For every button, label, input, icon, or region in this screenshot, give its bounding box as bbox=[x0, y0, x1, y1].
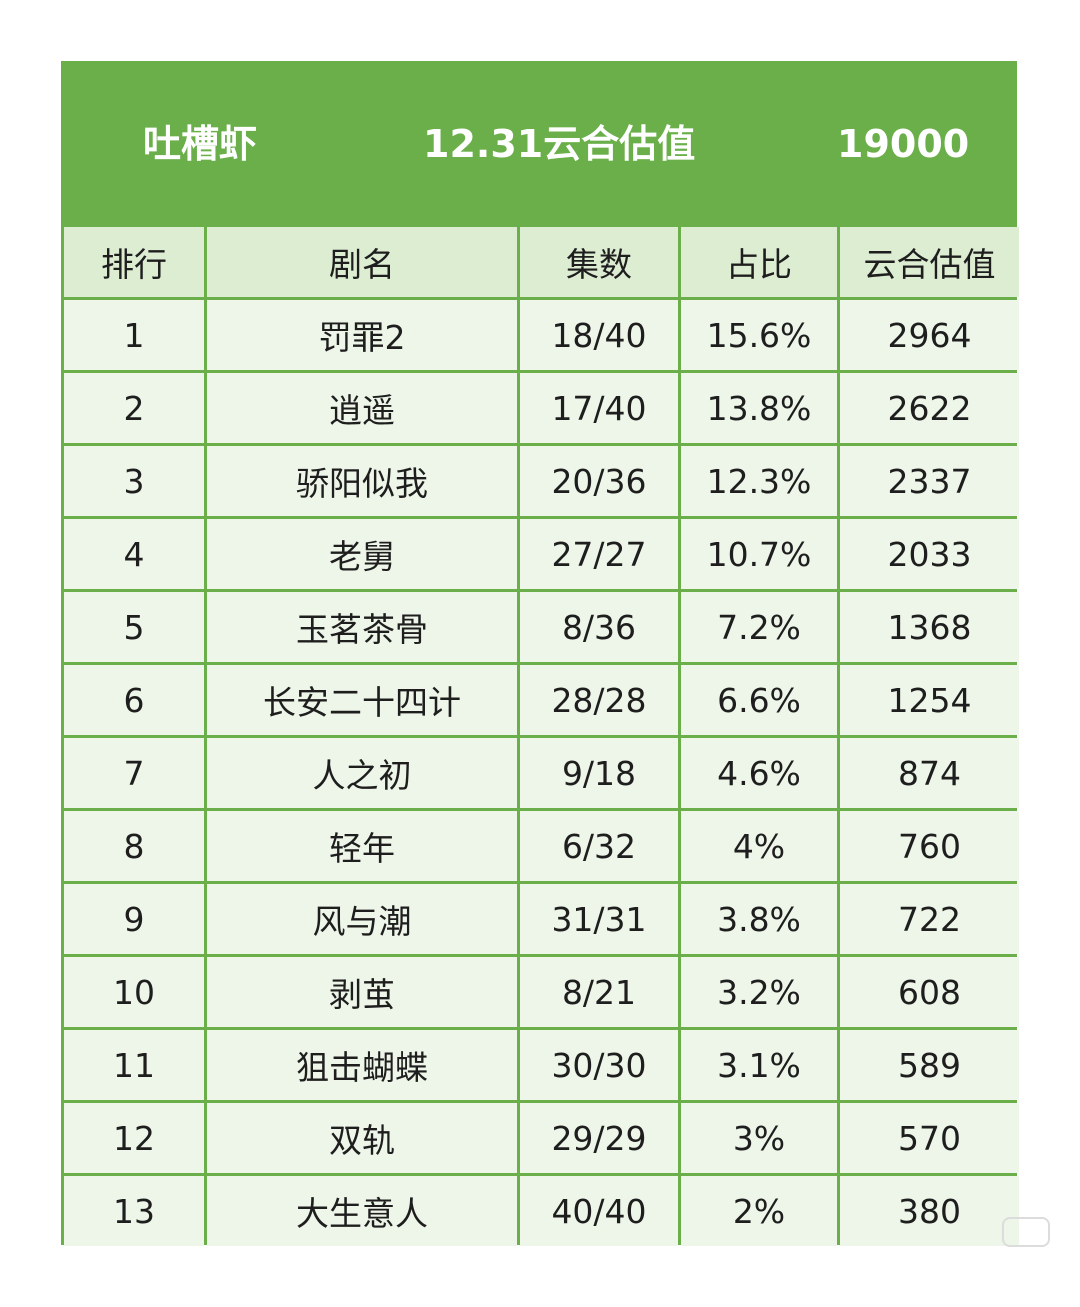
table-cell-drama-name: 风与潮 bbox=[207, 884, 517, 954]
table-cell-share: 3.8% bbox=[681, 884, 837, 954]
table-cell-share: 4.6% bbox=[681, 738, 837, 808]
table-cell-rank: 9 bbox=[64, 884, 204, 954]
column-header-rank: 排行 bbox=[64, 227, 204, 297]
table-cell-value: 2033 bbox=[840, 519, 1019, 589]
table-cell-value: 2622 bbox=[840, 373, 1019, 443]
table-cell-drama-name: 长安二十四计 bbox=[207, 665, 517, 735]
table-cell-rank: 7 bbox=[64, 738, 204, 808]
table-cell-share: 3.1% bbox=[681, 1030, 837, 1100]
ranking-table: 排行 剧名 集数 占比 云合估值 1 罚罪2 18/40 15.6% 2964 2 逍遥 17… bbox=[64, 227, 1019, 1246]
table-cell-value: 570 bbox=[840, 1103, 1019, 1173]
table-cell-share: 12.3% bbox=[681, 446, 837, 516]
table-cell-share: 7.2% bbox=[681, 592, 837, 662]
table-cell-value: 380 bbox=[840, 1176, 1019, 1246]
column-header-drama-name: 剧名 bbox=[207, 227, 517, 297]
table-cell-rank: 10 bbox=[64, 957, 204, 1027]
table-cell-rank: 12 bbox=[64, 1103, 204, 1173]
table-cell-share: 10.7% bbox=[681, 519, 837, 589]
table-cell-share: 3% bbox=[681, 1103, 837, 1173]
table-cell-share: 13.8% bbox=[681, 373, 837, 443]
table-cell-episodes: 40/40 bbox=[520, 1176, 678, 1246]
table-cell-drama-name: 逍遥 bbox=[207, 373, 517, 443]
table-cell-episodes: 20/36 bbox=[520, 446, 678, 516]
table-cell-rank: 1 bbox=[64, 300, 204, 370]
table-cell-episodes: 8/36 bbox=[520, 592, 678, 662]
table-cell-drama-name: 老舅 bbox=[207, 519, 517, 589]
table-cell-rank: 4 bbox=[64, 519, 204, 589]
ranking-table-card: 吐槽虾 12.31云合估值 19000 排行 剧名 集数 占比 云合估值 1 罚罪… bbox=[61, 61, 1019, 1246]
column-header-share: 占比 bbox=[681, 227, 837, 297]
table-cell-rank: 3 bbox=[64, 446, 204, 516]
column-header-episodes: 集数 bbox=[520, 227, 678, 297]
table-cell-rank: 11 bbox=[64, 1030, 204, 1100]
table-cell-share: 15.6% bbox=[681, 300, 837, 370]
table-cell-share: 6.6% bbox=[681, 665, 837, 735]
table-cell-episodes: 17/40 bbox=[520, 373, 678, 443]
table-cell-value: 589 bbox=[840, 1030, 1019, 1100]
table-cell-value: 2337 bbox=[840, 446, 1019, 516]
table-title: 12.31云合估值 bbox=[423, 122, 696, 166]
table-cell-episodes: 29/29 bbox=[520, 1103, 678, 1173]
table-cell-episodes: 18/40 bbox=[520, 300, 678, 370]
table-cell-episodes: 28/28 bbox=[520, 665, 678, 735]
table-cell-value: 874 bbox=[840, 738, 1019, 808]
table-cell-drama-name: 剥茧 bbox=[207, 957, 517, 1027]
table-cell-value: 760 bbox=[840, 811, 1019, 881]
table-cell-rank: 6 bbox=[64, 665, 204, 735]
table-cell-rank: 13 bbox=[64, 1176, 204, 1246]
table-cell-value: 1254 bbox=[840, 665, 1019, 735]
table-cell-share: 4% bbox=[681, 811, 837, 881]
table-cell-drama-name: 人之初 bbox=[207, 738, 517, 808]
table-cell-share: 2% bbox=[681, 1176, 837, 1246]
table-cell-rank: 5 bbox=[64, 592, 204, 662]
table-cell-value: 608 bbox=[840, 957, 1019, 1027]
platform-name: 吐槽虾 bbox=[143, 122, 258, 166]
table-cell-drama-name: 狙击蝴蝶 bbox=[207, 1030, 517, 1100]
total-value: 19000 bbox=[837, 122, 970, 166]
table-cell-share: 3.2% bbox=[681, 957, 837, 1027]
table-cell-drama-name: 轻年 bbox=[207, 811, 517, 881]
table-cell-episodes: 9/18 bbox=[520, 738, 678, 808]
table-cell-drama-name: 罚罪2 bbox=[207, 300, 517, 370]
table-cell-episodes: 30/30 bbox=[520, 1030, 678, 1100]
table-cell-drama-name: 玉茗茶骨 bbox=[207, 592, 517, 662]
table-cell-rank: 2 bbox=[64, 373, 204, 443]
table-cell-drama-name: 骄阳似我 bbox=[207, 446, 517, 516]
table-cell-episodes: 31/31 bbox=[520, 884, 678, 954]
table-cell-drama-name: 大生意人 bbox=[207, 1176, 517, 1246]
table-cell-value: 1368 bbox=[840, 592, 1019, 662]
table-cell-episodes: 6/32 bbox=[520, 811, 678, 881]
table-cell-rank: 8 bbox=[64, 811, 204, 881]
title-bar: 吐槽虾 12.31云合估值 19000 bbox=[61, 61, 1017, 227]
column-header-value: 云合估值 bbox=[840, 227, 1019, 297]
table-cell-value: 722 bbox=[840, 884, 1019, 954]
table-cell-episodes: 27/27 bbox=[520, 519, 678, 589]
table-cell-value: 2964 bbox=[840, 300, 1019, 370]
table-cell-drama-name: 双轨 bbox=[207, 1103, 517, 1173]
watermark-logo-icon bbox=[1002, 1217, 1050, 1247]
table-cell-episodes: 8/21 bbox=[520, 957, 678, 1027]
